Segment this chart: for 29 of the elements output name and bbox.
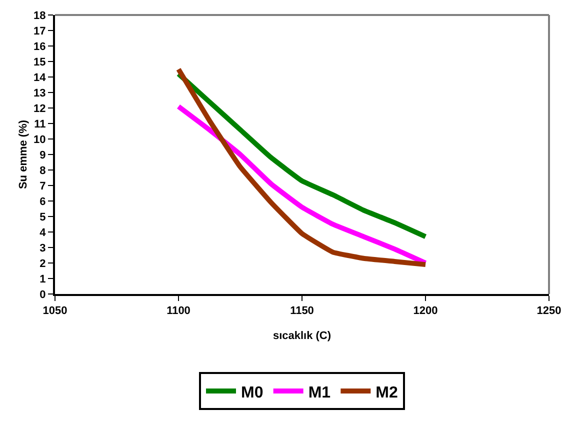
- y-tick-label: 14: [34, 72, 47, 84]
- y-tick-label: 4: [40, 226, 47, 239]
- y-tick-label: 10: [34, 134, 46, 146]
- x-tick-label: 1100: [166, 305, 190, 318]
- legend-label: M1: [308, 384, 331, 402]
- x-tick-label: 1200: [413, 305, 438, 318]
- y-tick-label: 3: [40, 242, 46, 254]
- y-axis-title: Su emme (%): [18, 120, 30, 190]
- y-tick-label: 7: [40, 180, 46, 192]
- y-tick-label: 8: [40, 164, 46, 177]
- y-tick-label: 17: [34, 25, 46, 38]
- y-tick-label: 5: [40, 211, 46, 224]
- x-tick-label: 1250: [536, 305, 562, 318]
- y-tick-label: 18: [34, 10, 46, 22]
- x-tick-label: 1150: [290, 305, 314, 318]
- y-tick-label: 15: [34, 56, 46, 68]
- y-tick-label: 6: [40, 196, 46, 208]
- y-tick-label: 12: [34, 102, 46, 115]
- x-axis-title: sıcaklık (C): [272, 330, 332, 342]
- y-tick-label: 9: [40, 149, 46, 162]
- y-tick-label: 11: [34, 118, 46, 130]
- y-tick-label: 0: [40, 288, 46, 301]
- y-tick-label: 1: [40, 273, 46, 286]
- legend-label: M0: [241, 384, 264, 402]
- y-tick-label: 13: [34, 87, 46, 100]
- y-tick-label: 2: [40, 258, 46, 270]
- y-tick-label: 16: [34, 40, 46, 53]
- legend-label: M2: [376, 384, 398, 402]
- x-tick-label: 1050: [42, 305, 68, 318]
